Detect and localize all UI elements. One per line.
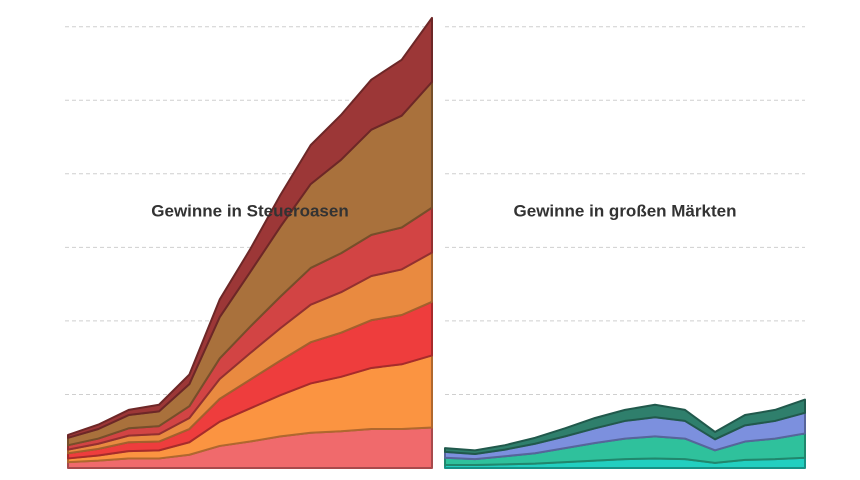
chart-title: Gewinne in großen Märkten xyxy=(514,201,737,220)
chart-title: Gewinne in Steueroasen xyxy=(151,201,348,220)
area-layer xyxy=(444,398,806,456)
area-layer xyxy=(67,16,433,439)
